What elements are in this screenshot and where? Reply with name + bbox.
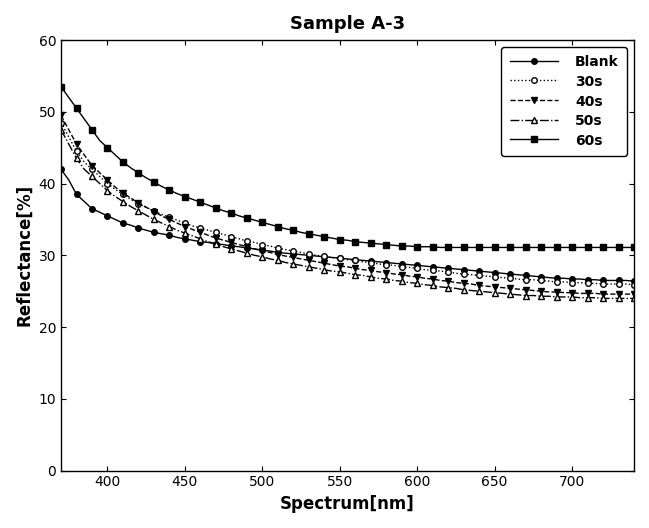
40s xyxy=(599,291,607,297)
60s xyxy=(576,244,583,251)
50s xyxy=(506,291,514,297)
50s xyxy=(568,294,576,300)
Y-axis label: Reflectance[%]: Reflectance[%] xyxy=(15,184,33,326)
Blank xyxy=(630,278,638,285)
Line: 60s: 60s xyxy=(58,84,637,250)
Title: Sample A-3: Sample A-3 xyxy=(290,15,405,33)
40s xyxy=(530,287,537,294)
Line: Blank: Blank xyxy=(58,166,637,284)
Line: 30s: 30s xyxy=(58,120,637,288)
30s xyxy=(104,181,112,187)
50s xyxy=(57,127,65,133)
Blank xyxy=(514,271,522,278)
X-axis label: Spectrum[nm]: Spectrum[nm] xyxy=(280,495,415,513)
Blank xyxy=(491,269,498,276)
30s xyxy=(491,274,498,280)
30s xyxy=(530,277,537,283)
Blank xyxy=(57,166,65,173)
40s xyxy=(514,286,522,292)
50s xyxy=(599,295,607,301)
Line: 40s: 40s xyxy=(58,112,637,297)
60s xyxy=(514,244,522,251)
60s xyxy=(437,244,445,251)
60s xyxy=(104,145,112,151)
40s xyxy=(630,291,638,297)
60s xyxy=(57,83,65,90)
40s xyxy=(491,284,498,290)
30s xyxy=(630,281,638,288)
60s xyxy=(522,244,530,251)
40s xyxy=(57,112,65,119)
Blank xyxy=(104,213,112,219)
40s xyxy=(104,177,112,183)
50s xyxy=(630,295,638,301)
30s xyxy=(514,276,522,282)
60s xyxy=(630,244,638,251)
Line: 50s: 50s xyxy=(58,127,637,301)
50s xyxy=(514,291,522,298)
Blank xyxy=(568,276,576,282)
Legend: Blank, 30s, 40s, 50s, 60s: Blank, 30s, 40s, 50s, 60s xyxy=(502,47,627,156)
30s xyxy=(568,279,576,286)
Blank xyxy=(506,271,514,277)
30s xyxy=(506,275,514,281)
40s xyxy=(506,285,514,291)
60s xyxy=(498,244,506,251)
50s xyxy=(491,289,498,296)
60s xyxy=(537,244,545,251)
50s xyxy=(104,187,112,194)
40s xyxy=(568,289,576,296)
30s xyxy=(57,119,65,126)
Blank xyxy=(530,273,537,279)
50s xyxy=(530,293,537,299)
